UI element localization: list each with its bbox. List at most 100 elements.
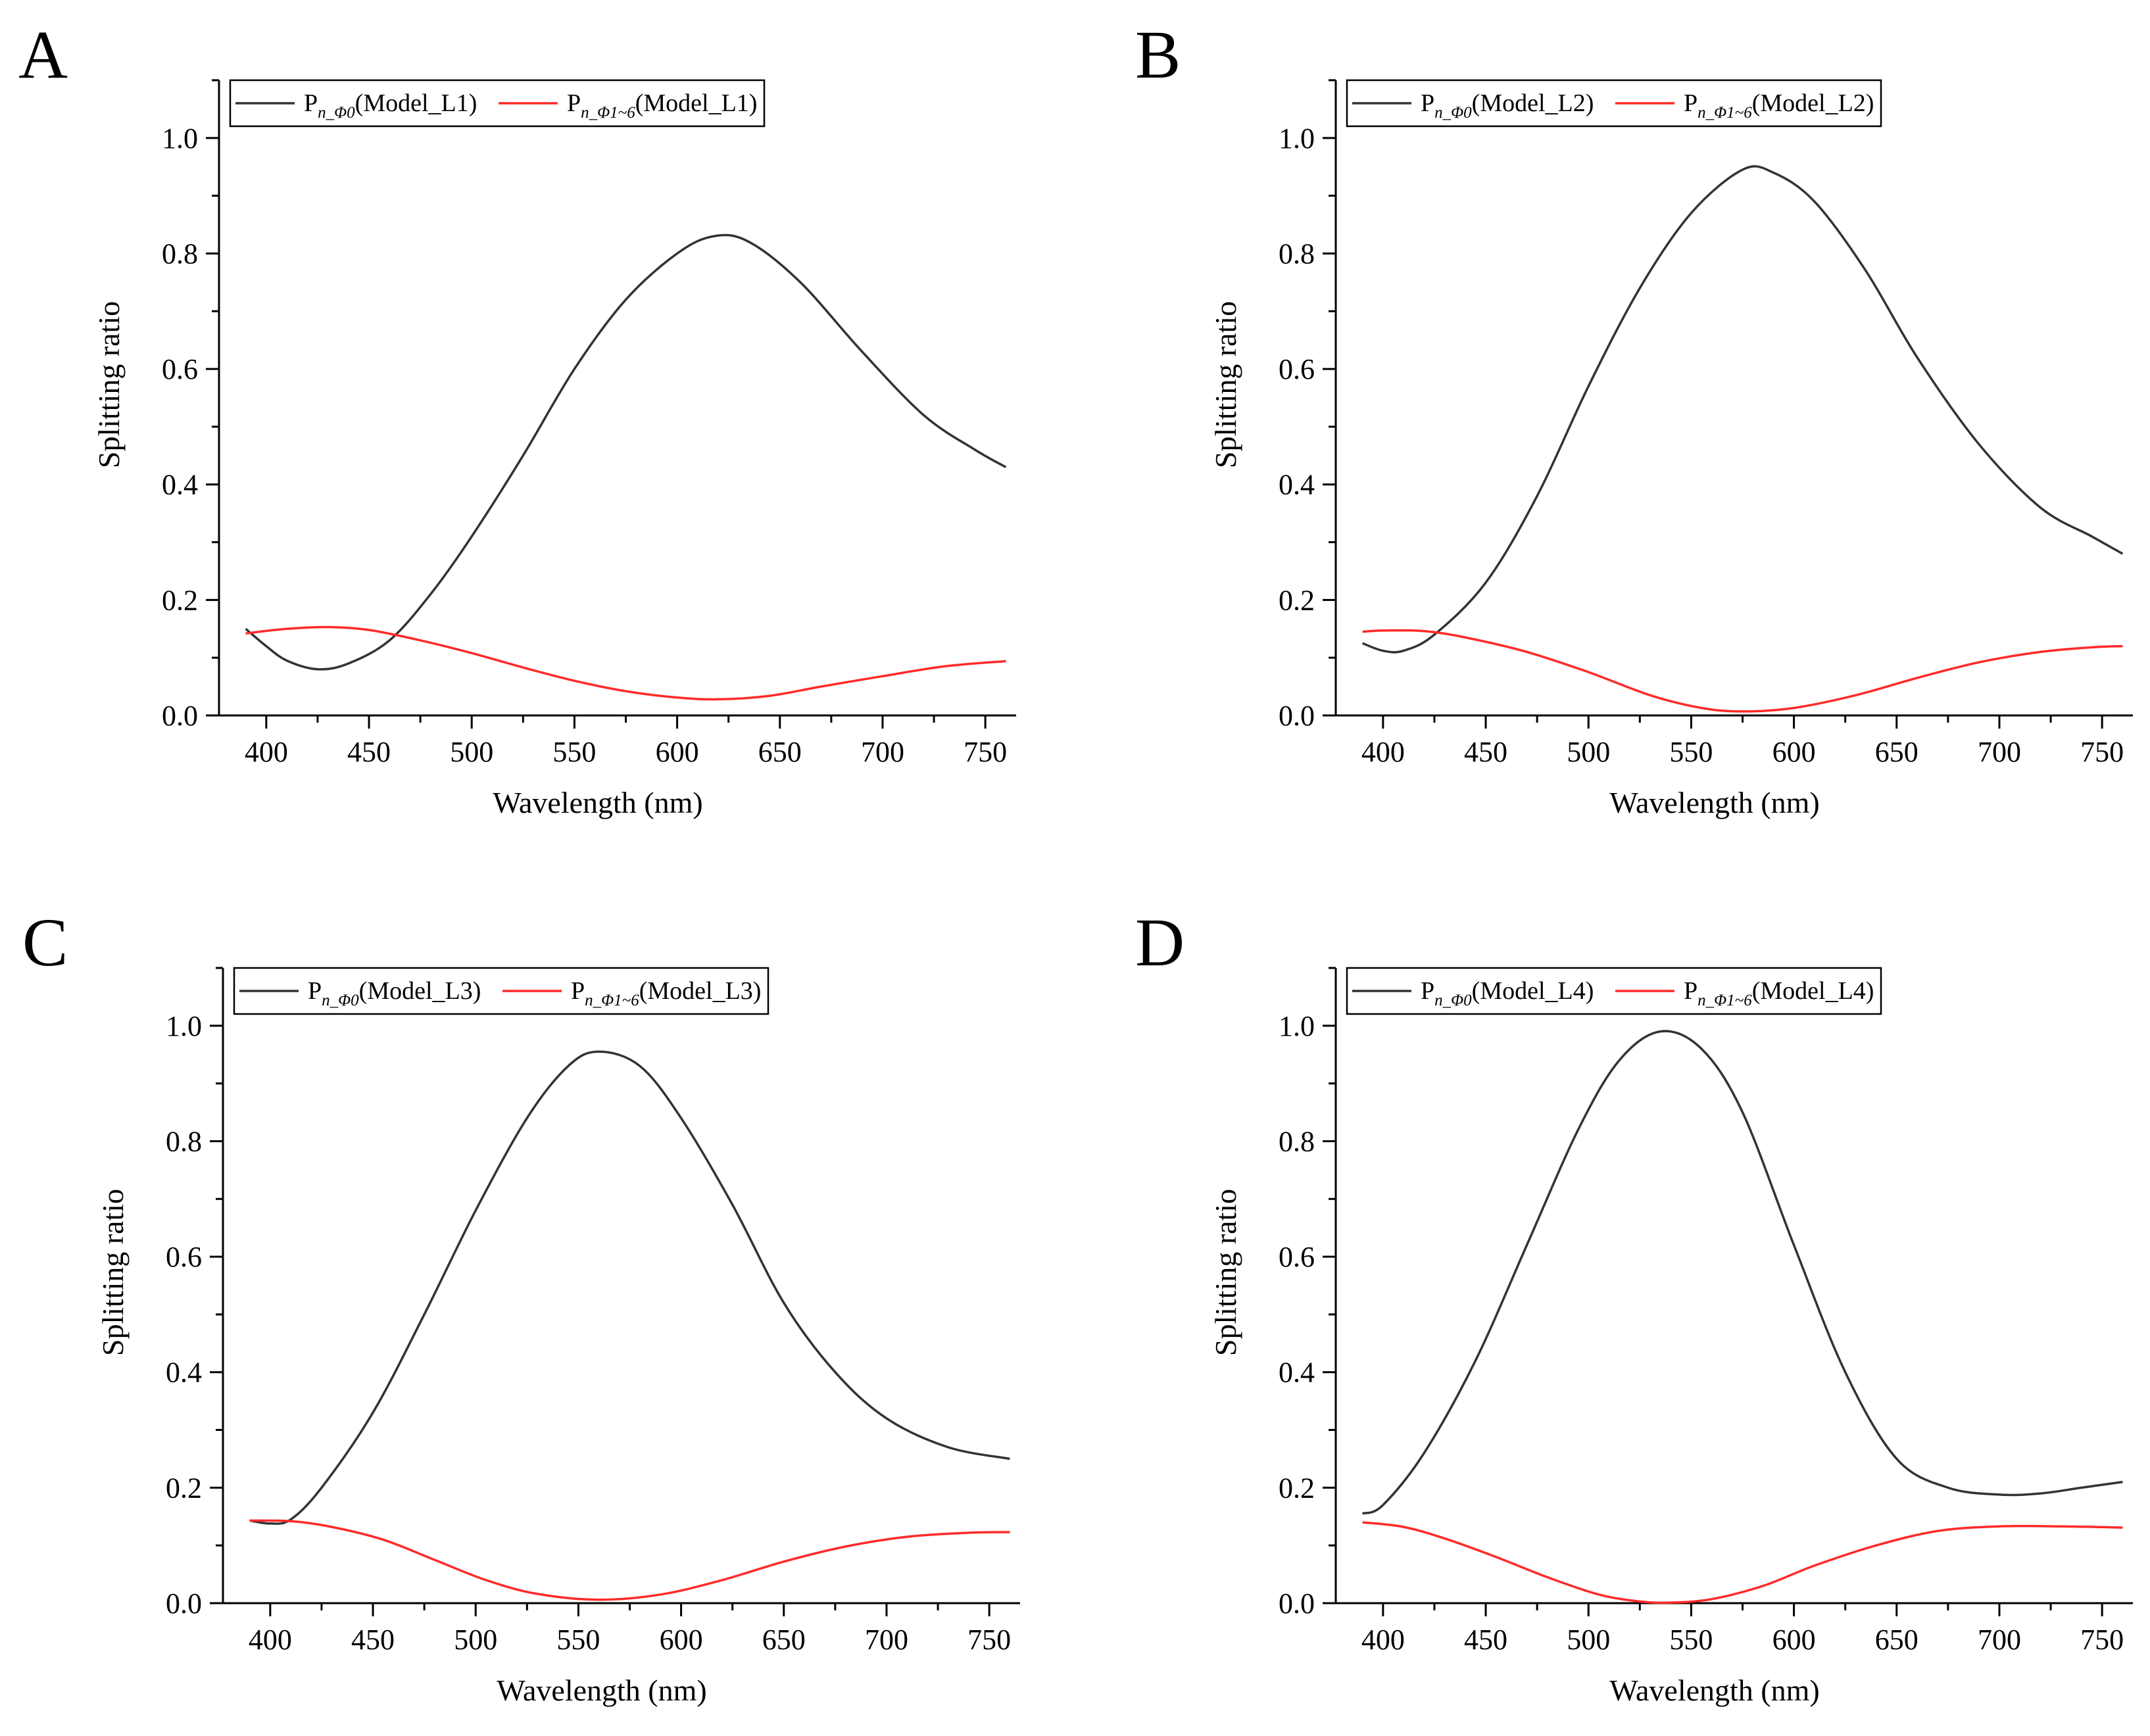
x-axis-title-d: Wavelength (nm) (1609, 1674, 1819, 1707)
y-tick-label: 0.2 (162, 584, 198, 616)
y-axis-title-b: Splitting ratio (1209, 301, 1242, 468)
legend-label-suffix: (Model_L3) (359, 977, 481, 1005)
legend-label: Pn_Φ1~6(Model_L3) (571, 977, 761, 1009)
x-tick-label: 650 (1875, 736, 1918, 768)
x-tick-label: 400 (245, 736, 288, 768)
legend-label-main: P (571, 977, 585, 1005)
x-tick-label: 550 (1669, 1624, 1713, 1656)
y-tick-label: 0.4 (1279, 469, 1315, 501)
y-tick-label: 0.8 (166, 1125, 202, 1157)
y-tick-label: 0.8 (1279, 1125, 1315, 1157)
legend-label: Pn_Φ1~6(Model_L4) (1684, 977, 1874, 1009)
y-tick-label: 0.6 (1279, 353, 1315, 385)
x-tick-label: 550 (552, 736, 596, 768)
x-tick-label: 500 (450, 736, 493, 768)
y-tick-label: 0.0 (1279, 1587, 1315, 1620)
x-tick-label: 750 (2080, 1624, 2124, 1656)
legend-d: Pn_Φ0(Model_L4) Pn_Φ1~6(Model_L4) (1346, 967, 1882, 1015)
x-tick-label: 750 (967, 1624, 1011, 1656)
series-line-d-phi1-6 (1362, 1521, 2123, 1604)
x-axis-title-c: Wavelength (nm) (497, 1674, 706, 1707)
legend-label: Pn_Φ0(Model_L2) (1421, 89, 1594, 122)
legend-label-main: P (1684, 89, 1698, 117)
legend-label: Pn_Φ0(Model_L4) (1421, 977, 1594, 1009)
x-tick-label: 450 (1464, 1624, 1507, 1656)
y-tick-label: 1.0 (166, 1010, 202, 1042)
x-tick-label: 600 (660, 1624, 703, 1656)
x-tick-label: 700 (1978, 736, 2021, 768)
y-tick-label: 1.0 (1279, 1010, 1315, 1042)
y-tick-label: 0.2 (166, 1472, 202, 1504)
legend-label: Pn_Φ0(Model_L3) (308, 977, 481, 1009)
x-tick-label: 450 (1464, 736, 1507, 768)
legend-label-suffix: (Model_L2) (1472, 89, 1594, 117)
legend-label-suffix: (Model_L1) (355, 89, 477, 117)
y-tick-label: 0.0 (1279, 700, 1315, 732)
y-tick-label: 0.0 (166, 1587, 202, 1620)
legend-label-suffix: (Model_L1) (635, 89, 758, 117)
x-tick-label: 600 (1772, 1624, 1816, 1656)
x-tick-label: 400 (249, 1624, 292, 1656)
legend-label-main: P (1421, 89, 1434, 117)
y-tick-label: 0.6 (162, 353, 198, 385)
y-tick-label: 0.8 (1279, 237, 1315, 270)
legend-label-subscript: n_Φ1~6 (1698, 104, 1752, 122)
x-tick-label: 550 (556, 1624, 600, 1656)
y-tick-label: 0.6 (166, 1241, 202, 1273)
y-axis-title-d: Splitting ratio (1209, 1189, 1242, 1356)
y-tick-label: 0.0 (162, 700, 198, 732)
x-tick-label: 650 (758, 736, 802, 768)
legend-label-main: P (1684, 977, 1698, 1005)
legend-box (229, 79, 766, 128)
series-line-c-phi0 (249, 1050, 1010, 1525)
x-tick-label: 500 (1567, 736, 1610, 768)
y-tick-label: 0.8 (162, 237, 198, 270)
series-line-b-phi1-6 (1362, 629, 2123, 713)
legend-label-main: P (567, 89, 581, 117)
legend-label-suffix: (Model_L3) (639, 977, 762, 1005)
x-tick-label: 650 (762, 1624, 806, 1656)
x-axis-title-a: Wavelength (nm) (493, 786, 702, 819)
legend-label-main: P (1421, 977, 1434, 1005)
legend-c: Pn_Φ0(Model_L3) Pn_Φ1~6(Model_L3) (233, 967, 770, 1015)
x-tick-label: 600 (656, 736, 699, 768)
x-tick-label: 700 (861, 736, 904, 768)
y-tick-label: 0.2 (1279, 584, 1315, 616)
x-tick-label: 400 (1361, 1624, 1405, 1656)
y-tick-label: 1.0 (1279, 122, 1315, 155)
x-tick-label: 600 (1772, 736, 1816, 768)
legend-label: Pn_Φ1~6(Model_L1) (567, 89, 757, 122)
y-tick-label: 0.4 (166, 1357, 202, 1389)
legend-label-suffix: (Model_L4) (1472, 977, 1594, 1005)
x-tick-label: 450 (351, 1624, 395, 1656)
panel-letter-c: C (22, 905, 68, 980)
x-tick-label: 450 (347, 736, 391, 768)
legend-label-subscript: n_Φ1~6 (1698, 992, 1752, 1009)
legend-label-suffix: (Model_L4) (1752, 977, 1874, 1005)
y-axis-title-a: Splitting ratio (92, 301, 126, 468)
legend-label-main: P (308, 977, 322, 1005)
legend-label-subscript: n_Φ0 (322, 992, 359, 1009)
chart-panel-a: A 400 450 500 550 600 650 700 750 0.0 0.2 0.4 0.6 0.8… (18, 17, 1016, 819)
legend-label-subscript: n_Φ0 (318, 104, 355, 122)
y-tick-label: 1.0 (162, 122, 198, 155)
legend-label-subscript: n_Φ1~6 (581, 104, 635, 122)
x-tick-label: 750 (2080, 736, 2124, 768)
panel-letter-b: B (1135, 17, 1181, 93)
panel-letter-d: D (1135, 905, 1185, 980)
chart-panel-b: B 400 450 500 550 600 650 700 750 0.0 0.2 0.4 0.6 0.8… (1135, 17, 2133, 819)
x-tick-label: 550 (1669, 736, 1713, 768)
y-tick-label: 0.2 (1279, 1472, 1315, 1504)
series-line-a-phi1-6 (245, 625, 1006, 701)
series-line-a-phi0 (245, 233, 1007, 671)
series-line-d-phi0 (1361, 1030, 2123, 1515)
legend-label-main: P (304, 89, 318, 117)
legend-label: Pn_Φ0(Model_L1) (304, 89, 477, 122)
legend-label-subscript: n_Φ1~6 (585, 992, 639, 1009)
x-tick-label: 500 (1567, 1624, 1610, 1656)
x-tick-label: 750 (964, 736, 1007, 768)
legend-a: Pn_Φ0(Model_L1) Pn_Φ1~6(Model_L1) (229, 79, 766, 128)
y-axis-title-c: Splitting ratio (96, 1189, 130, 1356)
legend-b: Pn_Φ0(Model_L2) Pn_Φ1~6(Model_L2) (1346, 79, 1882, 128)
